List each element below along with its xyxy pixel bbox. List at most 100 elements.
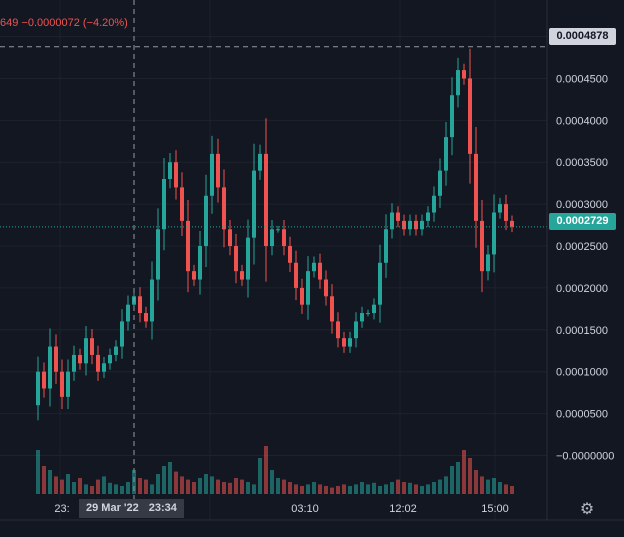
volume-bar [462,450,466,494]
volume-bar [390,482,394,494]
price-tick-label: 0.0000500 [556,409,608,421]
crosshair-price-label: 0.0004878 [549,28,616,45]
price-tick-label: −0.0000000 [556,450,614,462]
time-tick-label: 15:00 [481,503,509,515]
candle-body [72,354,76,372]
candle-body [36,371,40,406]
volume-bar [96,479,100,494]
candle-body [240,271,244,280]
volume-bar [84,484,88,494]
candle-body [168,162,172,179]
candle-body [360,313,364,322]
volume-bar [492,478,496,494]
candle-body [246,237,250,280]
reference-lines [0,0,547,520]
candle-body [192,271,196,280]
candle-body [114,346,118,355]
volume-bars [36,446,514,494]
volume-bar [156,474,160,494]
volume-bar [162,466,166,494]
candle-body [156,229,160,280]
volume-bar [318,484,322,494]
candle-body [282,229,286,247]
candle-body [270,229,274,247]
volume-bar [282,479,286,494]
candle-body [390,212,394,230]
volume-bar [54,476,58,494]
price-tick-label: 0.0003500 [556,157,608,169]
price-tick-label: 0.0003000 [556,199,608,211]
candle-body [252,170,256,238]
candle-body [144,313,148,322]
volume-bar [468,458,472,494]
candle-body [138,296,142,314]
volume-bar [426,484,430,494]
candle-body [234,246,238,272]
candle-body [174,162,178,188]
grid-lines [0,0,547,520]
volume-bar [204,474,208,494]
candle-body [102,363,106,372]
time-axis[interactable]: 23: 03:10 12:02 15:00 [54,503,508,515]
candle-body [318,262,322,280]
volume-bar [114,484,118,494]
candle-body [372,304,376,314]
volume-bar [336,486,340,494]
volume-bar [90,486,94,494]
time-tick-label: 12:02 [389,503,417,515]
candle-body [60,371,64,397]
candle-body [180,187,184,221]
volume-bar [42,466,46,494]
candle-body [228,229,232,247]
volume-bar [504,484,508,494]
candle-body [342,338,346,347]
volume-bar [228,482,232,494]
candle-body [54,346,58,372]
candle-body [204,195,208,247]
volume-bar [348,486,352,494]
candle-body [408,220,412,230]
candle-body [456,70,460,96]
volume-bar [108,482,112,494]
volume-bar [198,478,202,494]
volume-bar [252,484,256,494]
candle-body [462,70,466,79]
candle-body [198,246,202,280]
crosshair-time-label: 29 Mar '22 23:34 [79,499,184,518]
time-tick-label: 23: [54,503,69,515]
candle-body [150,279,154,322]
volume-bar [498,482,502,494]
candle-body [216,153,220,188]
price-tick-label: 0.0004500 [556,73,608,85]
candle-body [414,220,418,230]
volume-bar [396,479,400,494]
volume-bar [180,476,184,494]
volume-bar [510,486,514,494]
volume-bar [144,479,148,494]
volume-bar [456,462,460,494]
candlesticks [36,48,514,421]
volume-bar [258,458,262,494]
volume-bar [150,484,154,494]
volume-bar [246,482,250,494]
candle-body [186,220,190,272]
crosshair-time: 23:34 [148,502,177,514]
volume-bar [444,476,448,494]
volume-bar [264,446,268,494]
price-tick-label: 0.0001500 [556,325,608,337]
candle-body [258,153,262,171]
volume-bar [306,484,310,494]
volume-bar [294,484,298,494]
volume-bar [372,482,376,494]
candle-body [384,229,388,263]
volume-bar [432,482,436,494]
gear-icon[interactable]: ⚙ [579,501,595,518]
volume-bar [354,484,358,494]
volume-bar [48,470,52,494]
volume-bar [72,482,76,494]
volume-bar [486,479,490,494]
volume-bar [474,470,478,494]
volume-bar [270,470,274,494]
candle-body [96,354,100,372]
